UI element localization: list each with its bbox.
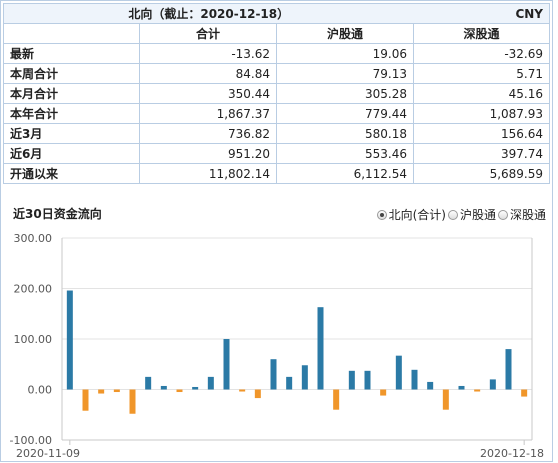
bar bbox=[380, 389, 387, 396]
y-tick-label: 100.00 bbox=[14, 333, 53, 346]
chart-title: 近30日资金流向 bbox=[13, 207, 102, 221]
bar bbox=[254, 389, 261, 399]
bar bbox=[442, 389, 449, 410]
cell-shenzhen: 1,087.93 bbox=[413, 103, 550, 124]
northbound-flow-table: 北向（截止：2020-12-18） CNY 合计 沪股通 深股通 最新 -13.… bbox=[3, 3, 550, 184]
cell-shenzhen: -32.69 bbox=[413, 43, 550, 64]
radio-icon[interactable] bbox=[497, 209, 508, 220]
y-tick-label: 200.00 bbox=[14, 283, 53, 296]
option-label: 北向(合计) bbox=[388, 208, 446, 222]
bar bbox=[411, 369, 418, 390]
option-shanghai[interactable]: 沪股通 bbox=[447, 206, 496, 223]
bar bbox=[192, 386, 199, 390]
cell-shanghai: 19.06 bbox=[276, 43, 414, 64]
header-blank bbox=[3, 23, 140, 44]
bar bbox=[317, 307, 324, 390]
row-label: 开通以来 bbox=[3, 163, 140, 184]
cell-shenzhen: 5.71 bbox=[413, 63, 550, 84]
bar bbox=[333, 389, 340, 410]
bar bbox=[160, 385, 167, 390]
cell-shenzhen: 45.16 bbox=[413, 83, 550, 104]
table-title-row: 北向（截止：2020-12-18） CNY bbox=[3, 3, 550, 24]
table-row: 近3月 736.82 580.18 156.64 bbox=[3, 123, 550, 144]
cell-total: 736.82 bbox=[139, 123, 277, 144]
radio-icon[interactable] bbox=[447, 209, 458, 220]
table-row: 近6月 951.20 553.46 397.74 bbox=[3, 143, 550, 164]
option-label: 深股通 bbox=[509, 208, 546, 222]
cell-total: -13.62 bbox=[139, 43, 277, 64]
y-tick-label: -100.00 bbox=[10, 434, 52, 447]
y-tick-label: 300.00 bbox=[14, 232, 53, 245]
option-northbound-total[interactable]: 北向(合计) bbox=[376, 206, 446, 223]
row-label: 本周合计 bbox=[3, 63, 140, 84]
cell-shanghai: 553.46 bbox=[276, 143, 414, 164]
bar bbox=[176, 389, 183, 393]
cell-shanghai: 305.28 bbox=[276, 83, 414, 104]
bar bbox=[301, 365, 308, 390]
bar bbox=[364, 370, 371, 390]
cell-shanghai: 6,112.54 bbox=[276, 163, 414, 184]
currency-label: CNY bbox=[413, 3, 550, 24]
option-label: 沪股通 bbox=[459, 208, 496, 222]
header-shanghai: 沪股通 bbox=[276, 23, 414, 44]
bar bbox=[145, 376, 152, 390]
x-tick-label-end: 2020-12-18 bbox=[480, 447, 544, 460]
y-tick-label: 0.00 bbox=[28, 384, 53, 397]
x-tick-label-start: 2020-11-09 bbox=[16, 447, 80, 460]
bar bbox=[270, 359, 277, 390]
cell-shenzhen: 5,689.59 bbox=[413, 163, 550, 184]
bar bbox=[348, 370, 355, 390]
table-title: 北向（截止：2020-12-18） bbox=[3, 3, 414, 24]
bar bbox=[113, 389, 120, 393]
cell-total: 350.44 bbox=[139, 83, 277, 104]
series-selector: 北向(合计) 沪股通 深股通 bbox=[376, 206, 546, 223]
bar bbox=[427, 381, 434, 390]
table-row: 最新 -13.62 19.06 -32.69 bbox=[3, 43, 550, 64]
bar bbox=[207, 376, 214, 390]
cell-total: 951.20 bbox=[139, 143, 277, 164]
table-row: 本月合计 350.44 305.28 45.16 bbox=[3, 83, 550, 104]
bar bbox=[239, 389, 246, 392]
bar bbox=[223, 339, 230, 390]
table-row: 开通以来 11,802.14 6,112.54 5,689.59 bbox=[3, 163, 550, 184]
option-shenzhen[interactable]: 深股通 bbox=[497, 206, 546, 223]
radio-selected-icon[interactable] bbox=[376, 209, 387, 220]
bar bbox=[474, 389, 481, 392]
bar bbox=[286, 376, 293, 390]
bar bbox=[129, 389, 136, 414]
bar bbox=[505, 349, 512, 390]
cell-shenzhen: 397.74 bbox=[413, 143, 550, 164]
row-label: 本月合计 bbox=[3, 83, 140, 104]
cell-shenzhen: 156.64 bbox=[413, 123, 550, 144]
bar bbox=[98, 389, 105, 394]
cell-shanghai: 779.44 bbox=[276, 103, 414, 124]
bar bbox=[82, 389, 89, 411]
row-label: 本年合计 bbox=[3, 103, 140, 124]
table-row: 本年合计 1,867.37 779.44 1,087.93 bbox=[3, 103, 550, 124]
bar bbox=[458, 385, 465, 390]
bar bbox=[521, 389, 528, 397]
row-label: 最新 bbox=[3, 43, 140, 64]
cell-total: 1,867.37 bbox=[139, 103, 277, 124]
row-label: 近3月 bbox=[3, 123, 140, 144]
cell-shanghai: 580.18 bbox=[276, 123, 414, 144]
cell-shanghai: 79.13 bbox=[276, 63, 414, 84]
header-total: 合计 bbox=[139, 23, 277, 44]
table-row: 本周合计 84.84 79.13 5.71 bbox=[3, 63, 550, 84]
cell-total: 84.84 bbox=[139, 63, 277, 84]
header-shenzhen: 深股通 bbox=[413, 23, 550, 44]
cell-total: 11,802.14 bbox=[139, 163, 277, 184]
bar bbox=[395, 355, 402, 390]
bar bbox=[489, 379, 496, 390]
table-header-row: 合计 沪股通 深股通 bbox=[3, 23, 550, 44]
row-label: 近6月 bbox=[3, 143, 140, 164]
bar bbox=[66, 290, 73, 390]
